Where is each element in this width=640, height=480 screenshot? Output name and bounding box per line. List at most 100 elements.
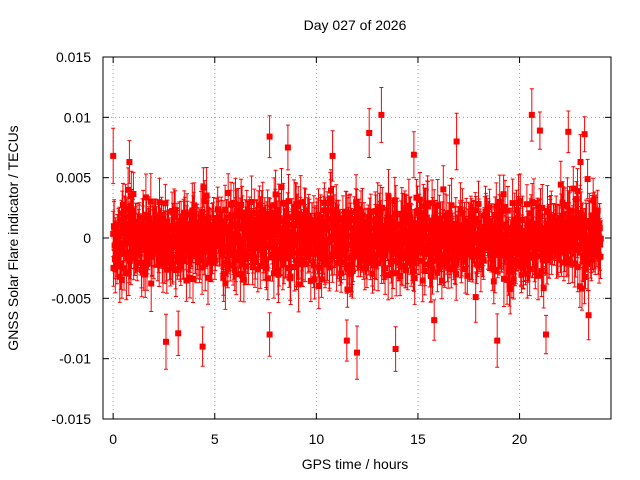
data-point — [475, 234, 482, 241]
data-point — [223, 223, 230, 230]
data-point — [385, 272, 392, 279]
data-point — [239, 247, 246, 254]
data-point — [459, 210, 466, 217]
data-point — [526, 237, 532, 244]
data-point — [178, 225, 185, 232]
data-point — [357, 221, 363, 228]
data-point — [473, 261, 480, 268]
data-point — [433, 257, 440, 264]
data-point — [394, 231, 401, 238]
data-point — [168, 239, 175, 246]
data-point — [545, 227, 552, 234]
data-point — [221, 229, 228, 236]
data-point — [275, 267, 281, 274]
data-point — [140, 222, 147, 229]
data-point — [129, 207, 135, 214]
data-point — [136, 227, 142, 234]
data-point — [490, 278, 497, 285]
data-point — [564, 202, 571, 209]
data-point — [311, 276, 318, 283]
data-point — [159, 257, 166, 264]
data-point — [142, 271, 149, 278]
data-point — [277, 218, 284, 225]
data-point — [288, 252, 295, 259]
data-point — [413, 243, 420, 250]
data-point — [402, 218, 409, 225]
data-point — [346, 262, 353, 268]
data-point — [359, 247, 366, 254]
data-point — [359, 212, 366, 219]
data-point — [481, 234, 488, 241]
data-point — [459, 247, 466, 254]
data-point — [581, 233, 588, 240]
data-point — [334, 241, 341, 248]
data-point — [450, 243, 457, 250]
data-point — [213, 215, 220, 221]
data-point — [566, 214, 573, 221]
data-point — [431, 250, 438, 257]
data-point — [396, 248, 403, 255]
data-point — [171, 213, 178, 220]
data-point — [422, 209, 429, 216]
data-point — [568, 242, 575, 249]
data-point — [423, 214, 430, 221]
data-point — [565, 128, 572, 135]
data-point — [169, 208, 176, 214]
data-point — [392, 210, 399, 217]
data-point — [384, 232, 391, 238]
data-point — [199, 343, 206, 350]
data-point — [225, 190, 232, 196]
data-point — [519, 216, 526, 223]
data-point — [140, 214, 147, 221]
data-point — [365, 240, 371, 247]
data-point — [512, 258, 519, 265]
data-point — [537, 252, 544, 259]
data-point — [407, 214, 414, 221]
data-point — [248, 224, 255, 231]
data-point — [581, 274, 588, 280]
data-point — [174, 222, 180, 229]
data-point — [570, 185, 577, 192]
data-point — [556, 229, 562, 236]
data-point — [331, 245, 338, 252]
data-point — [487, 235, 494, 241]
data-point — [249, 264, 256, 271]
data-point — [264, 211, 271, 217]
data-point — [518, 271, 525, 278]
data-point — [415, 247, 422, 254]
data-point — [367, 232, 374, 239]
data-point — [533, 253, 539, 260]
data-point — [209, 247, 216, 254]
data-point — [347, 211, 354, 218]
data-point — [202, 261, 209, 268]
data-point — [515, 231, 522, 238]
data-point — [295, 203, 302, 209]
data-point — [272, 191, 279, 198]
data-point — [217, 233, 224, 240]
data-point — [533, 231, 540, 238]
data-point — [446, 255, 453, 262]
data-point — [342, 235, 348, 242]
data-point — [566, 207, 573, 214]
data-point — [198, 238, 205, 245]
data-point — [420, 230, 427, 237]
data-point — [236, 225, 243, 232]
data-point — [328, 187, 334, 194]
data-point — [300, 249, 307, 256]
data-point — [584, 176, 591, 183]
data-point — [190, 211, 197, 217]
data-point — [418, 219, 425, 226]
data-point — [277, 225, 284, 232]
data-point — [401, 206, 408, 213]
data-point — [563, 230, 570, 237]
data-point — [532, 261, 539, 268]
data-point — [117, 240, 124, 247]
data-point — [274, 252, 280, 258]
data-point — [206, 238, 212, 245]
data-point — [184, 224, 191, 231]
data-point — [428, 273, 435, 280]
data-point — [503, 222, 510, 229]
data-point — [577, 210, 584, 216]
data-point — [564, 243, 570, 250]
data-point — [273, 211, 280, 218]
